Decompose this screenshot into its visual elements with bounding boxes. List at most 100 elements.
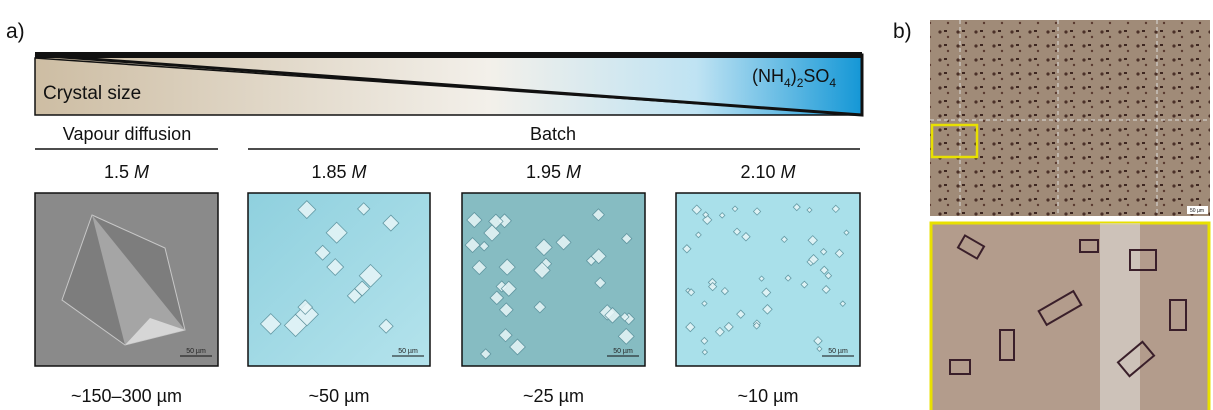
crystal <box>314 244 331 261</box>
crystal <box>354 280 371 297</box>
group-label: Batch <box>530 124 576 144</box>
concentration: 1.5 M <box>104 162 149 182</box>
crystal <box>732 227 742 236</box>
crystal <box>535 238 553 257</box>
concentration-value: 1.85 <box>311 162 346 182</box>
crystal <box>816 345 823 352</box>
concentration-value: 1.95 <box>526 162 561 182</box>
concentration-unit: M <box>781 162 796 182</box>
crystal <box>758 275 765 282</box>
concentration-value: 2.10 <box>740 162 775 182</box>
crystal <box>700 336 709 345</box>
crystal <box>478 240 490 252</box>
crystal <box>325 221 348 244</box>
crystal <box>488 213 504 230</box>
crystal <box>761 287 772 298</box>
crystal <box>819 265 829 275</box>
crystal <box>498 258 516 276</box>
formula: (NH4)2SO4 <box>752 66 836 90</box>
formula-sub: 4 <box>829 76 836 90</box>
crystal <box>831 204 841 214</box>
wedge <box>34 53 864 117</box>
crystal <box>555 234 572 251</box>
crystal <box>687 288 696 297</box>
crystal <box>464 237 481 254</box>
concentration-unit: M <box>566 162 581 182</box>
crystal <box>691 204 702 215</box>
formula-part: ) <box>791 66 797 86</box>
crystal <box>762 303 773 315</box>
crystal <box>821 284 831 294</box>
crystal <box>792 203 801 212</box>
crystal <box>591 208 605 222</box>
crystal <box>834 248 845 259</box>
crystal <box>125 318 185 345</box>
crystal <box>498 328 513 343</box>
crystal <box>594 276 607 289</box>
crystal <box>590 248 607 265</box>
crystal <box>800 280 809 289</box>
crystal <box>701 348 709 356</box>
crystal <box>498 302 514 318</box>
grid <box>930 20 1210 216</box>
crystal <box>824 271 833 280</box>
formula-sub: 2 <box>797 76 804 90</box>
crystal-size: ~25 µm <box>523 386 584 406</box>
concentration: 2.10 M <box>740 162 795 182</box>
crystal <box>259 313 282 335</box>
gradient-text: Crystal size <box>43 83 141 104</box>
crystal <box>784 274 792 282</box>
crystal <box>806 206 813 214</box>
scale-bar-text: 50 µm <box>1190 208 1204 214</box>
crystal <box>731 205 739 213</box>
crystal <box>358 263 383 288</box>
concentration-value: 1.5 <box>104 162 129 182</box>
crystal <box>617 327 635 345</box>
crystal-size: ~50 µm <box>309 386 370 406</box>
crystal <box>714 326 725 337</box>
grid-line-zoom <box>1100 223 1140 410</box>
panel-label: b) <box>893 20 912 43</box>
crystal <box>843 229 850 236</box>
crystal <box>378 318 394 334</box>
crystal <box>533 261 551 280</box>
crystal <box>489 290 505 306</box>
crystal <box>326 258 345 277</box>
crystal <box>741 232 751 242</box>
crystal <box>736 309 746 319</box>
crystal <box>297 299 314 315</box>
group-label: Vapour diffusion <box>63 124 191 144</box>
crystal <box>682 244 692 254</box>
crystal-size: ~10 µm <box>738 386 799 406</box>
crystal <box>720 286 729 296</box>
crystal <box>701 300 708 307</box>
crystal <box>685 321 696 333</box>
micrograph <box>930 20 1210 216</box>
scale-bar-text: 50 µm <box>186 348 206 355</box>
formula-part: (NH <box>752 66 784 86</box>
concentration: 1.95 M <box>526 162 581 182</box>
scale-bar-text: 50 µm <box>398 348 418 355</box>
crystal <box>357 202 371 216</box>
crystal <box>702 214 713 225</box>
crystal-size: ~150–300 µm <box>71 386 182 406</box>
crystal <box>702 211 710 219</box>
crystal <box>619 312 630 322</box>
crystal <box>752 207 762 216</box>
crystal <box>819 248 828 256</box>
crystal <box>723 321 734 332</box>
crystal <box>297 200 317 220</box>
scale-bar-bg <box>1187 206 1208 214</box>
crystal <box>382 214 400 232</box>
micrograph-zoom <box>929 221 1211 410</box>
crystal <box>807 235 818 246</box>
wedge <box>34 57 863 116</box>
formula-sub: 4 <box>784 76 791 90</box>
concentration: 1.85 M <box>311 162 366 182</box>
crystal <box>808 254 819 265</box>
crystal <box>479 348 492 360</box>
crystal <box>780 235 788 244</box>
crystal <box>752 321 761 330</box>
crystal <box>483 224 501 242</box>
